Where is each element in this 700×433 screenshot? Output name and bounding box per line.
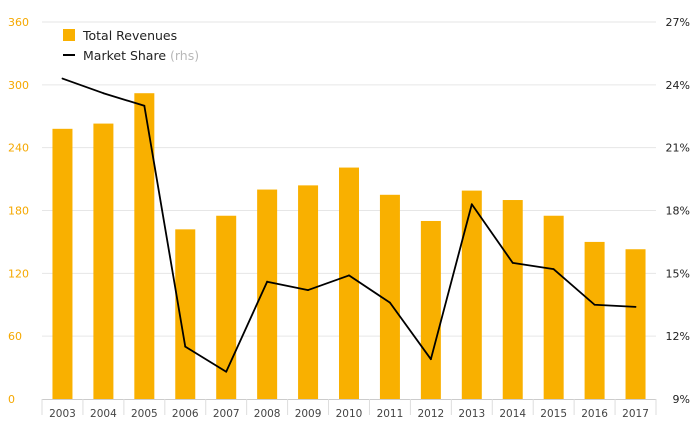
market-share-point-2014 [511, 261, 514, 264]
y-right-tick-label: 18% [666, 205, 690, 218]
market-share-point-2008 [266, 280, 269, 283]
revenue-bars [52, 93, 646, 400]
x-tick-label: 2017 [622, 408, 649, 420]
x-tick-label: 2014 [499, 408, 526, 420]
legend-label-market-share: Market Share (rhs) [83, 48, 199, 63]
bar-2013 [461, 190, 482, 399]
bar-2016 [584, 241, 605, 399]
market-share-point-2011 [389, 301, 391, 304]
bar-2015 [543, 215, 564, 399]
legend: Total Revenues Market Share (rhs) [63, 28, 199, 63]
bar-2003 [52, 128, 73, 400]
bar-2010 [339, 167, 359, 399]
y-right-tick-label: 24% [666, 79, 690, 92]
x-tick-label: 2012 [417, 408, 444, 420]
bar-2004 [93, 123, 114, 399]
market-share-point-2010 [348, 274, 350, 277]
x-tick-label: 2015 [540, 408, 567, 420]
x-tick-label: 2009 [295, 408, 322, 420]
market-share-point-2013 [470, 203, 473, 206]
bar-2014 [502, 200, 523, 399]
y-right-tick-label: 27% [666, 16, 690, 29]
legend-swatch-total-revenues [63, 29, 75, 41]
y-right-tick-label: 9% [673, 393, 690, 406]
market-share-point-2003 [61, 77, 64, 80]
bar-2008 [257, 189, 278, 399]
market-share-point-2005 [143, 104, 146, 107]
legend-market-share-note: (rhs) [170, 48, 199, 63]
bar-2005 [134, 93, 155, 399]
y-left-tick-label: 180 [8, 205, 29, 218]
y-left-tick-label: 240 [8, 142, 29, 155]
y-left-tick-label: 360 [8, 16, 29, 29]
bar-2009 [298, 185, 319, 399]
market-share-point-2004 [102, 92, 105, 95]
y-right-tick-label: 21% [666, 142, 690, 155]
y-left-tick-label: 0 [8, 393, 15, 406]
market-share-point-2006 [184, 345, 187, 348]
bar-2017 [625, 249, 646, 399]
legend-label-total-revenues: Total Revenues [82, 28, 177, 43]
x-tick-label: 2005 [131, 408, 158, 420]
market-share-point-2015 [552, 268, 555, 271]
axes: 0 60 120 180 240 300 360 9% 12% 15% 18% 21% 24% 27% 20… [8, 16, 690, 420]
market-share-point-2009 [307, 289, 309, 291]
market-share-line-group [61, 77, 637, 373]
y-left-tick-label: 60 [8, 330, 22, 343]
x-tick-label: 2006 [172, 408, 199, 420]
x-tick-label: 2004 [90, 408, 117, 420]
market-share-point-2007 [225, 370, 228, 373]
y-left-tick-label: 300 [8, 79, 29, 92]
bar-2006 [175, 229, 196, 399]
market-share-point-2012 [429, 358, 432, 361]
bar-2007 [216, 215, 237, 399]
market-share-point-2016 [593, 303, 596, 306]
x-tick-label: 2003 [49, 408, 76, 420]
bar-2011 [379, 194, 400, 399]
x-tick-label: 2013 [458, 408, 485, 420]
x-tick-label: 2008 [254, 408, 281, 420]
x-tick-label: 2010 [336, 408, 363, 420]
x-tick-label: 2011 [377, 408, 404, 420]
legend-market-share-name: Market Share [83, 48, 166, 63]
y-left-tick-label: 120 [8, 267, 29, 280]
y-right-tick-label: 12% [666, 330, 690, 343]
y-right-tick-label: 15% [666, 267, 690, 280]
x-tick-label: 2016 [581, 408, 608, 420]
x-tick-label: 2007 [213, 408, 240, 420]
market-share-point-2017 [634, 305, 637, 308]
bar-2012 [420, 220, 441, 399]
